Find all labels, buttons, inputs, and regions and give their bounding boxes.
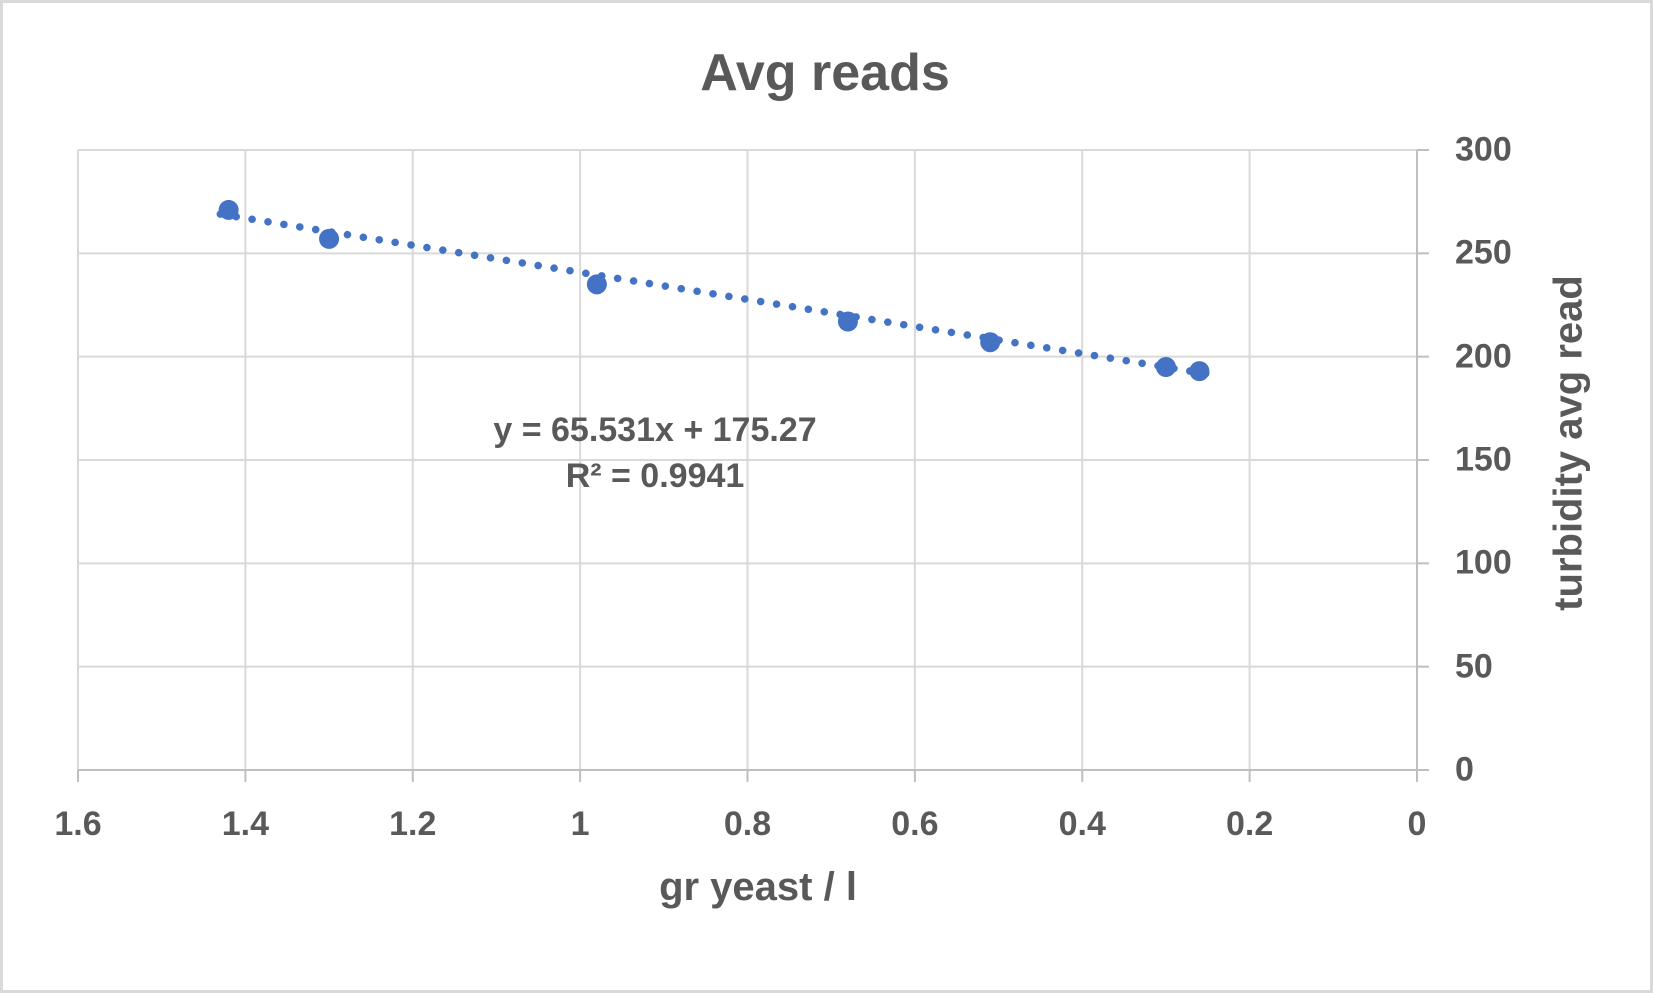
data-point[interactable] — [980, 332, 1001, 353]
x-axis-tick-label: 1.2 — [389, 805, 437, 843]
x-axis-tick-label: 0.2 — [1225, 805, 1274, 843]
x-axis-tick-label: 1 — [570, 805, 590, 843]
y-axis-tick-label: 250 — [1455, 233, 1512, 272]
x-axis-tick-label: 0.8 — [723, 805, 772, 843]
trendline-equation-text: y = 65.531x + 175.27 — [493, 411, 817, 449]
x-axis-tick-label: 1.6 — [54, 805, 102, 843]
x-axis-tick-label: 1.4 — [221, 805, 270, 843]
trendline[interactable] — [216, 210, 1220, 380]
plot-area — [77, 149, 1429, 782]
data-point[interactable] — [319, 228, 340, 249]
y-axis-tick-label: 0 — [1455, 750, 1474, 789]
y-axis-tick-label: 50 — [1455, 647, 1493, 686]
y-axis-tick-label: 150 — [1455, 440, 1512, 479]
x-axis-title: gr yeast / l — [659, 865, 857, 909]
x-axis-tick-label: 0 — [1407, 805, 1427, 843]
y-axis-tick-label: 300 — [1455, 130, 1512, 169]
data-point[interactable] — [218, 199, 239, 220]
y-axis-tick-label: 100 — [1455, 543, 1512, 582]
trendline-annotation: y = 65.531x + 175.27 R² = 0.9941 — [493, 407, 816, 499]
y-axis-tick-label: 200 — [1455, 337, 1512, 376]
x-axis-tick-label: 0.6 — [891, 805, 939, 843]
data-point[interactable] — [586, 274, 607, 295]
y-axis-title: turbidity avg read — [1546, 275, 1591, 611]
trendline-r2-text: R² = 0.9941 — [565, 457, 745, 495]
data-point[interactable] — [1155, 357, 1176, 377]
data-point[interactable] — [837, 311, 858, 332]
data-point[interactable] — [1189, 361, 1210, 382]
chart-title: Avg reads — [700, 44, 950, 102]
x-axis-tick-label: 0.4 — [1058, 805, 1106, 843]
